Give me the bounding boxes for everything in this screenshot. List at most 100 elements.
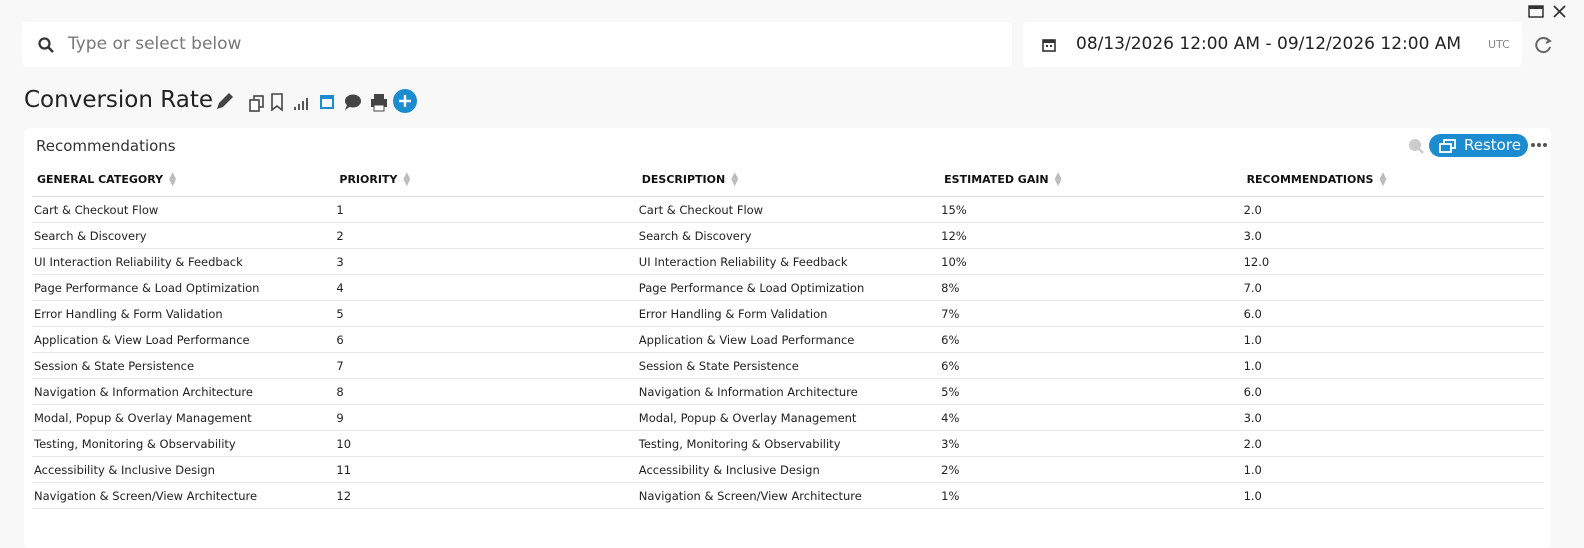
refresh-icon[interactable]	[1535, 36, 1553, 54]
search-box[interactable]: Type or select below	[22, 22, 1012, 67]
table-cell: 3	[334, 248, 637, 275]
sort-icon[interactable]: ▲ ▼	[731, 171, 739, 188]
table-cell: Accessibility & Inclusive Design	[32, 456, 335, 483]
table-cell: 7.0	[1241, 274, 1544, 301]
date-range-picker[interactable]: 08/13/2026 12:00 AM - 09/12/2026 12:00 A…	[1023, 22, 1522, 67]
table-cell: 6	[334, 326, 637, 353]
table-cell: UI Interaction Reliability & Feedback	[636, 248, 940, 275]
table-cell: 5	[334, 300, 637, 327]
recommendations-panel: Recommendations Restore GENERAL CATEGORY…	[24, 128, 1551, 548]
table-cell: 4%	[939, 404, 1242, 431]
table-cell: UI Interaction Reliability & Feedback	[32, 248, 335, 275]
sort-icon[interactable]: ▲ ▼	[1054, 171, 1062, 188]
table-cell: 5%	[939, 378, 1242, 405]
table-cell: 7%	[939, 300, 1242, 327]
table-cell: 12.0	[1241, 248, 1544, 275]
table-cell: Navigation & Information Architecture	[636, 378, 940, 405]
table-cell: Modal, Popup & Overlay Management	[32, 404, 335, 431]
table-cell: Application & View Load Performance	[32, 326, 335, 353]
column-label: GENERAL CATEGORY	[37, 173, 164, 186]
table-cell: Page Performance & Load Optimization	[636, 274, 940, 301]
calendar-icon	[1042, 39, 1056, 52]
table-cell: 3%	[939, 430, 1242, 457]
table-row: UI Interaction Reliability & Feedback 3 UI…	[32, 248, 1544, 275]
header-row: GENERAL CATEGORY ▲ ▼ PRIORITY ▲ ▼ DESCRIPTION ▲…	[32, 164, 1544, 197]
restore-icon	[1439, 139, 1456, 153]
table-cell: Accessibility & Inclusive Design	[636, 456, 940, 483]
table-cell: 10%	[939, 248, 1242, 275]
table-cell: 6.0	[1241, 300, 1544, 327]
table-row: Search & Discovery 2 Search & Discovery 12%…	[32, 222, 1544, 249]
table-cell: Navigation & Screen/View Architecture	[636, 482, 940, 509]
table-cell: 1	[334, 196, 637, 223]
table-row: Navigation & Information Architecture 8 Na…	[32, 378, 1544, 405]
table-cell: Cart & Checkout Flow	[32, 196, 335, 223]
table-cell: 1%	[939, 482, 1242, 509]
table-cell: Application & View Load Performance	[636, 326, 940, 353]
date-range: 08/13/2026 12:00 AM - 09/12/2026 12:00 A…	[1076, 34, 1462, 54]
table-row: Cart & Checkout Flow 1 Cart & Checkout Flo…	[32, 196, 1544, 223]
table-cell: 2%	[939, 456, 1242, 483]
table-cell: 7	[334, 352, 637, 379]
column-header[interactable]: PRIORITY ▲ ▼	[334, 164, 637, 197]
recommendations-table: GENERAL CATEGORY ▲ ▼ PRIORITY ▲ ▼ DESCRIPTION ▲…	[32, 164, 1544, 509]
column-header[interactable]: DESCRIPTION ▲ ▼	[636, 164, 940, 197]
table-cell: 10	[334, 430, 637, 457]
zoom-icon[interactable]	[1408, 138, 1424, 154]
table-cell: Page Performance & Load Optimization	[32, 274, 335, 301]
table-cell: 11	[334, 456, 637, 483]
table-cell: Navigation & Screen/View Architecture	[32, 482, 335, 509]
search-icon	[38, 37, 54, 53]
timezone: UTC	[1488, 38, 1510, 51]
table-cell: 2	[334, 222, 637, 249]
table-cell: 8	[334, 378, 637, 405]
table-cell: 4	[334, 274, 637, 301]
table-cell: Testing, Monitoring & Observability	[32, 430, 335, 457]
table-cell: 1.0	[1241, 352, 1544, 379]
column-label: DESCRIPTION	[641, 173, 726, 186]
column-header[interactable]: RECOMMENDATIONS ▲ ▼	[1241, 164, 1544, 197]
table-cell: Navigation & Information Architecture	[32, 378, 335, 405]
table-cell: Modal, Popup & Overlay Management	[636, 404, 940, 431]
restore-button[interactable]: Restore	[1429, 134, 1528, 157]
table-cell: Session & State Persistence	[636, 352, 940, 379]
table-row: Testing, Monitoring & Observability 10 Tes…	[32, 430, 1544, 457]
table-cell: 12	[334, 482, 637, 509]
table-cell: 8%	[939, 274, 1242, 301]
window-controls[interactable]	[1528, 5, 1580, 19]
table-cell: 3.0	[1241, 404, 1544, 431]
table-cell: 2.0	[1241, 430, 1544, 457]
toolbar[interactable]	[214, 89, 420, 115]
table-cell: 6%	[939, 326, 1242, 353]
table-cell: 12%	[939, 222, 1242, 249]
table-row: Error Handling & Form Validation 5 Error H…	[32, 300, 1544, 327]
table-cell: 1.0	[1241, 482, 1544, 509]
table-cell: Search & Discovery	[32, 222, 335, 249]
table-cell: 1.0	[1241, 456, 1544, 483]
table-row: Application & View Load Performance 6 Appl…	[32, 326, 1544, 353]
sort-icon[interactable]: ▲ ▼	[403, 171, 411, 188]
table-cell: Session & State Persistence	[32, 352, 335, 379]
table-cell: Testing, Monitoring & Observability	[636, 430, 940, 457]
table-cell: 2.0	[1241, 196, 1544, 223]
table-row: Accessibility & Inclusive Design 11 Access…	[32, 456, 1544, 483]
more-menu[interactable]	[1531, 142, 1547, 148]
table-row: Navigation & Screen/View Architecture 12 N…	[32, 482, 1544, 509]
search-placeholder: Type or select below	[68, 34, 242, 54]
table-cell: Cart & Checkout Flow	[636, 196, 940, 223]
table-row: Modal, Popup & Overlay Management 9 Modal,…	[32, 404, 1544, 431]
sort-icon[interactable]: ▲ ▼	[169, 171, 176, 188]
table-row: Page Performance & Load Optimization 4 Pag…	[32, 274, 1544, 301]
sort-icon[interactable]: ▲ ▼	[1379, 171, 1387, 188]
column-label: PRIORITY	[339, 173, 398, 186]
table-cell: 3.0	[1241, 222, 1544, 249]
table-cell: 1.0	[1241, 326, 1544, 353]
table-body: Cart & Checkout Flow 1 Cart & Checkout Flo…	[32, 196, 1544, 509]
table-cell: 9	[334, 404, 637, 431]
table-cell: Error Handling & Form Validation	[32, 300, 335, 327]
column-label: RECOMMENDATIONS	[1246, 173, 1374, 186]
column-header[interactable]: ESTIMATED GAIN ▲ ▼	[939, 164, 1242, 197]
column-header[interactable]: GENERAL CATEGORY ▲ ▼	[32, 164, 335, 197]
restore-label: Restore	[1464, 136, 1521, 154]
